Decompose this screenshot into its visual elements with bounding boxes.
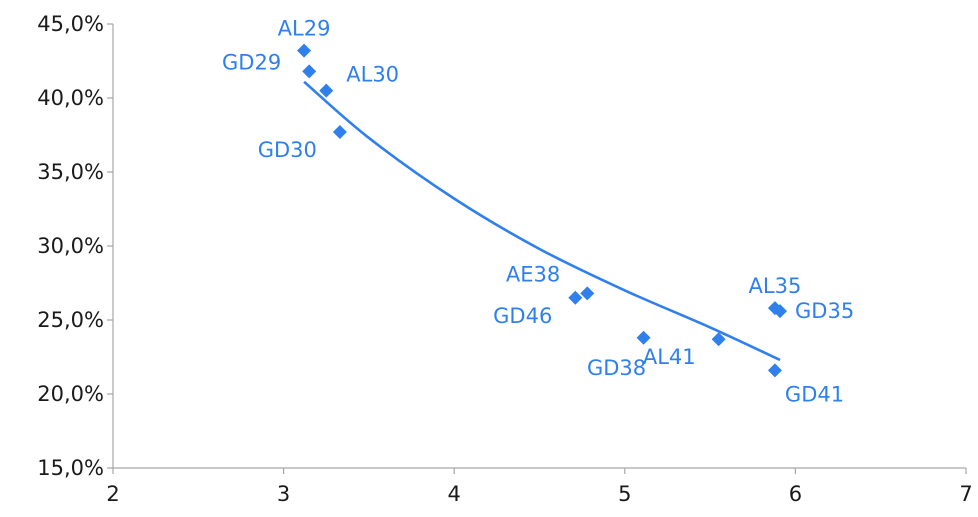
point-label-gd35: GD35	[795, 299, 854, 323]
data-point-ae38	[580, 286, 595, 301]
point-label-gd29: GD29	[222, 50, 281, 74]
y-tick-label: 30,0%	[37, 234, 104, 258]
data-point-al30	[319, 83, 334, 98]
x-tick-label: 2	[106, 482, 119, 506]
data-point-gd38	[636, 330, 651, 345]
point-label-gd46: GD46	[493, 304, 552, 328]
point-label-gd30: GD30	[258, 138, 317, 162]
axes	[107, 23, 967, 474]
data-point-al29	[297, 43, 312, 58]
y-tick-label: 15,0%	[37, 456, 104, 480]
point-label-gd41: GD41	[785, 382, 844, 406]
data-point-gd46	[568, 290, 583, 305]
tick-labels: 15,0% 20,0% 25,0% 30,0% 35,0% 40,0% 45,0% 2 3 4 5 6…	[37, 12, 972, 506]
point-label-al29: AL29	[278, 17, 331, 41]
x-tick-label: 5	[618, 482, 631, 506]
y-tick-label: 45,0%	[37, 12, 104, 36]
point-label-al35: AL35	[749, 274, 802, 298]
point-label-al41: AL41	[643, 345, 696, 369]
y-tick-label: 25,0%	[37, 308, 104, 332]
data-point-gd30	[332, 125, 347, 140]
x-tick-label: 7	[959, 482, 972, 506]
x-tick-label: 6	[789, 482, 802, 506]
data-point-gd29	[302, 64, 317, 79]
x-tick-label: 3	[277, 482, 290, 506]
trendline-layer	[303, 80, 781, 362]
y-tick-label: 20,0%	[37, 382, 104, 406]
y-tick-label: 40,0%	[37, 86, 104, 110]
trendline	[303, 80, 781, 362]
y-tick-label: 35,0%	[37, 160, 104, 184]
data-point-gd35	[773, 304, 788, 319]
data-point-al41	[711, 332, 726, 347]
data-point-gd41	[767, 363, 782, 378]
point-label-ae38: AE38	[506, 262, 560, 286]
point-label-al30: AL30	[346, 63, 399, 87]
data-points	[297, 43, 788, 378]
x-tick-label: 4	[448, 482, 461, 506]
point-label-gd38: GD38	[587, 356, 646, 380]
